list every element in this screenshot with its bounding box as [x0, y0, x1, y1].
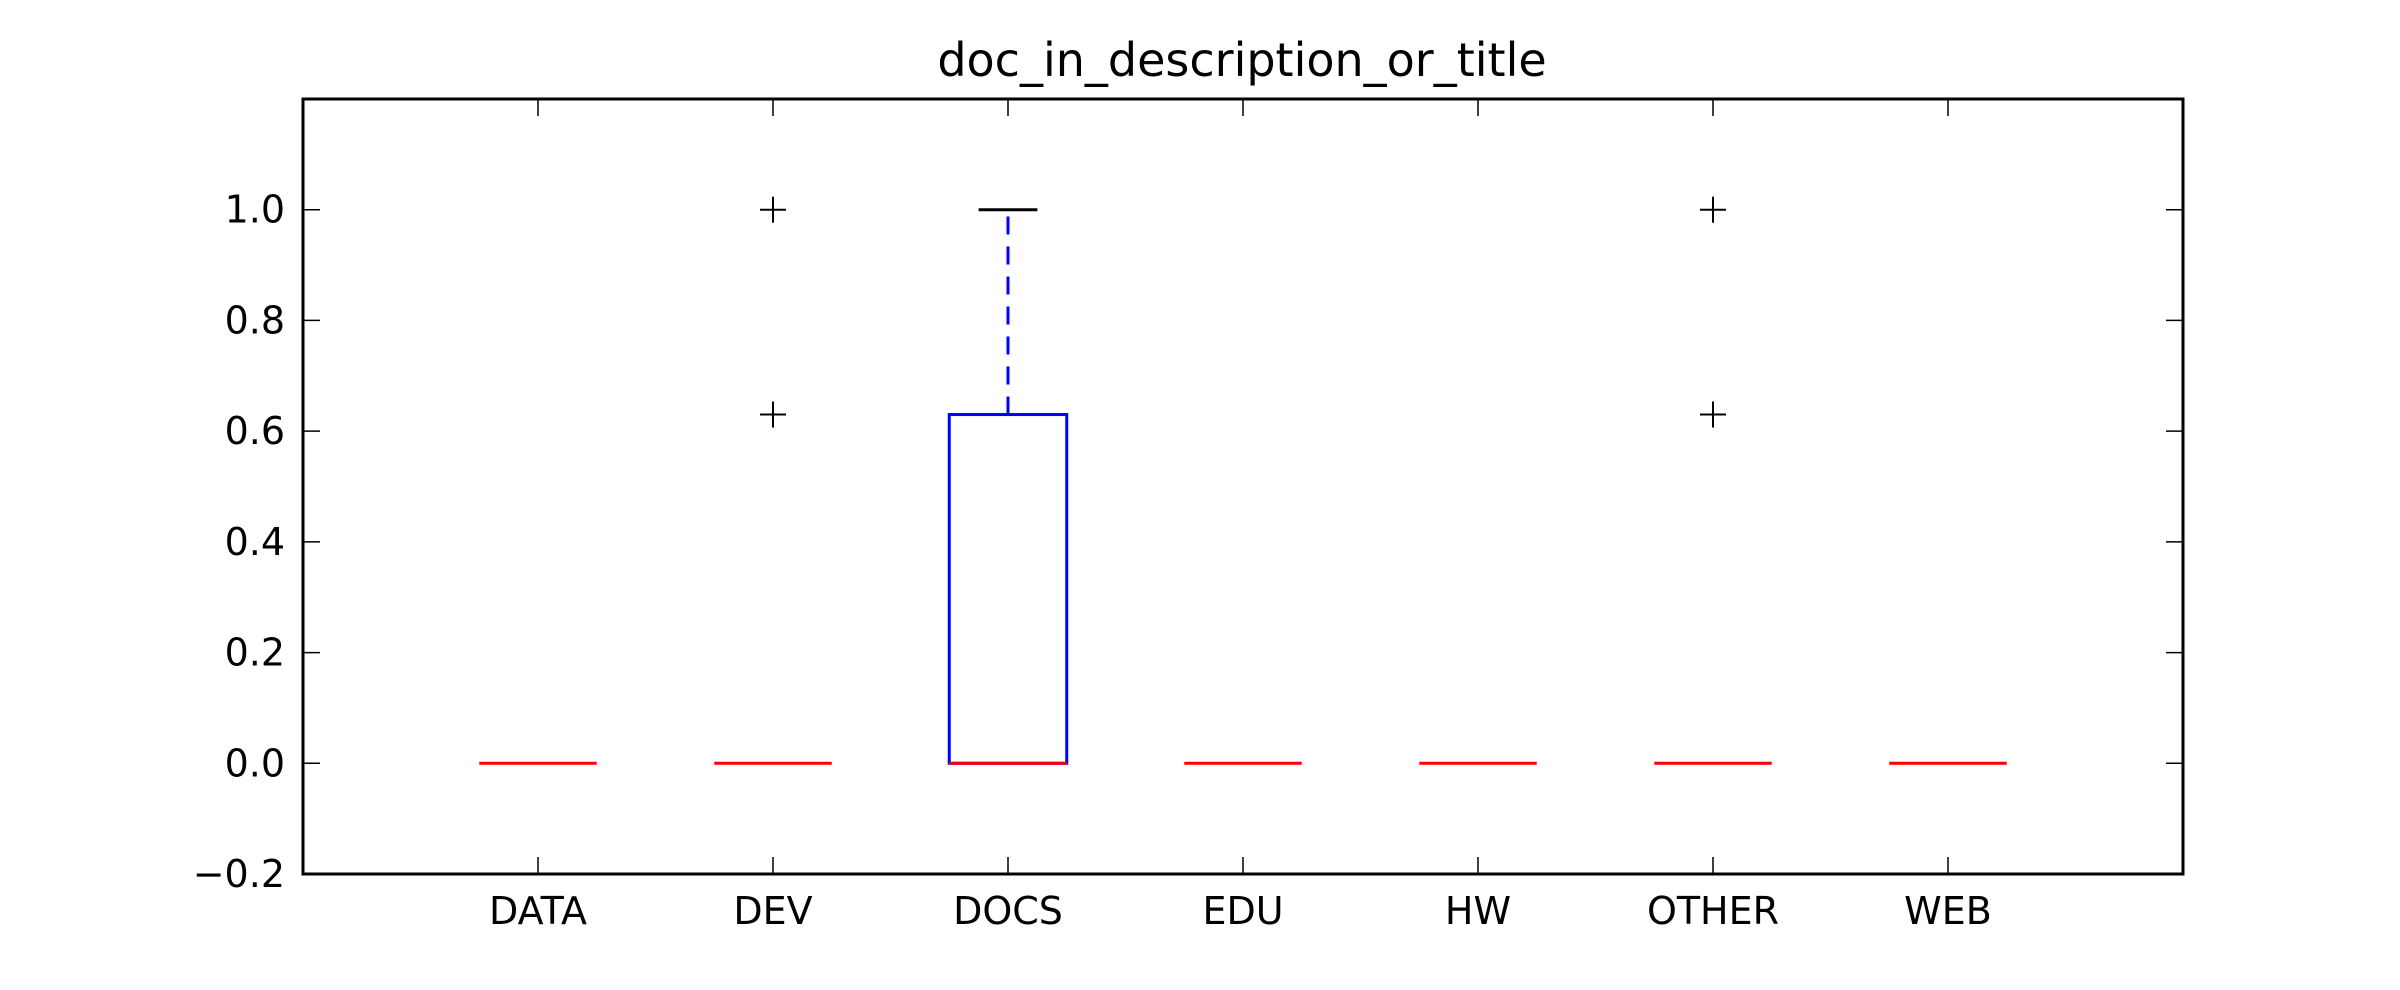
y-tick-label: 0.8 [225, 298, 285, 342]
y-tick-label: 1.0 [225, 188, 285, 232]
y-tick-label: 0.6 [225, 409, 285, 453]
outlier-point [760, 196, 786, 223]
x-tick-label: DEV [733, 889, 812, 933]
outlier-point [760, 401, 786, 428]
chart-title: doc_in_description_or_title [937, 33, 1546, 87]
outlier-point [1700, 401, 1726, 428]
x-tick-label: HW [1445, 889, 1511, 933]
x-tick-label: EDU [1202, 889, 1283, 933]
x-tick-label: DOCS [953, 889, 1063, 933]
x-tick-label: OTHER [1647, 889, 1779, 933]
x-tick-label: DATA [489, 889, 587, 933]
y-tick-label: 0.4 [225, 520, 285, 564]
x-tick-label: WEB [1904, 889, 1992, 933]
y-tick-label: −0.2 [193, 852, 285, 896]
box-docs [947, 413, 1069, 765]
axes-frame [301, 97, 2185, 876]
plot-area: −0.2 0.0 0.2 0.4 0.6 0.8 1.0 DATA DEV DOCS EDU HW OT… [193, 97, 2185, 933]
outlier-point [1700, 196, 1726, 223]
y-tick-label: 0.2 [225, 631, 285, 675]
y-tick-label: 0.0 [225, 741, 285, 785]
